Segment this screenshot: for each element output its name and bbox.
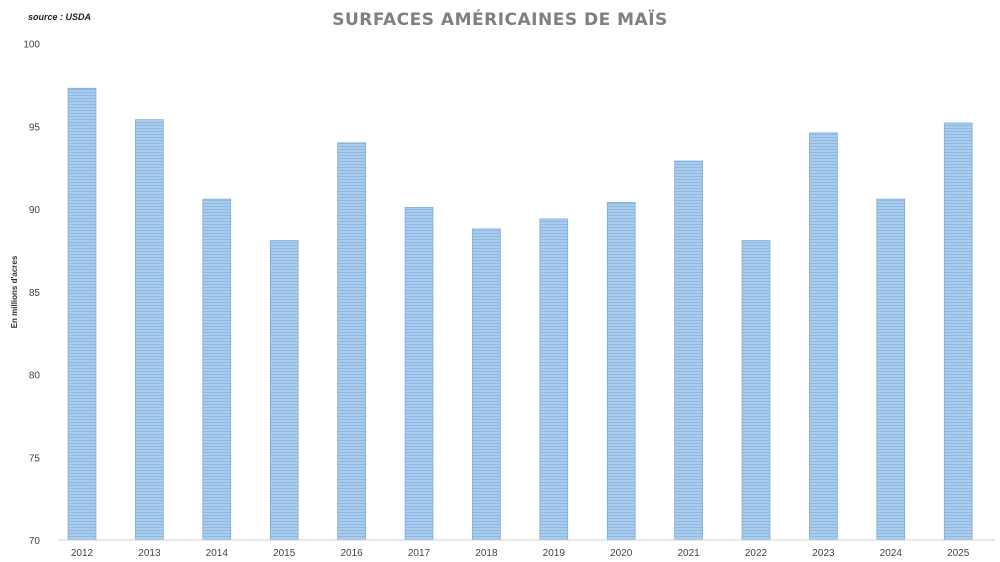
x-tick-label: 2025 [947, 548, 970, 559]
bar-2018 [472, 228, 501, 541]
bar-2014 [202, 198, 232, 541]
x-axis: 2012 2013 2014 2015 2016 2017 2018 2019 2020 2021… [71, 548, 970, 559]
y-axis-label: En millions d'acres [10, 255, 19, 328]
x-tick-label: 2023 [812, 548, 835, 559]
x-tick-label: 2016 [340, 548, 363, 559]
bars [67, 87, 973, 541]
y-tick-label: 100 [23, 40, 40, 51]
bar-2021 [674, 160, 703, 541]
bar-2025 [943, 122, 973, 541]
bar-2019 [539, 218, 569, 541]
x-tick-label: 2024 [880, 548, 903, 559]
x-tick-label: 2020 [610, 548, 633, 559]
x-tick-label: 2019 [543, 548, 566, 559]
y-tick-label: 80 [29, 371, 41, 382]
y-tick-label: 70 [29, 536, 41, 547]
y-tick-label: 90 [29, 205, 41, 216]
x-tick-label: 2022 [745, 548, 768, 559]
bar-2016 [337, 142, 366, 541]
bar-2012 [67, 87, 97, 541]
bar-2024 [876, 198, 906, 541]
bar-2017 [404, 207, 434, 541]
x-tick-label: 2014 [206, 548, 229, 559]
x-tick-label: 2021 [677, 548, 700, 559]
bar-2015 [269, 240, 299, 541]
x-tick-label: 2013 [138, 548, 161, 559]
bar-2013 [135, 119, 164, 541]
y-tick-label: 95 [29, 122, 41, 133]
y-axis: 70 75 80 85 90 95 100 [23, 40, 40, 548]
source-label: source : USDA [28, 12, 91, 22]
y-tick-label: 85 [29, 288, 41, 299]
chart-title: SURFACES AMÉRICAINES DE MAÏS [332, 8, 668, 30]
x-tick-label: 2018 [475, 548, 498, 559]
x-tick-label: 2012 [71, 548, 94, 559]
y-tick-label: 75 [29, 453, 41, 464]
bar-2023 [809, 132, 838, 541]
x-tick-label: 2017 [408, 548, 431, 559]
bar-2022 [741, 240, 771, 541]
bar-2020 [606, 202, 636, 541]
x-tick-label: 2015 [273, 548, 296, 559]
